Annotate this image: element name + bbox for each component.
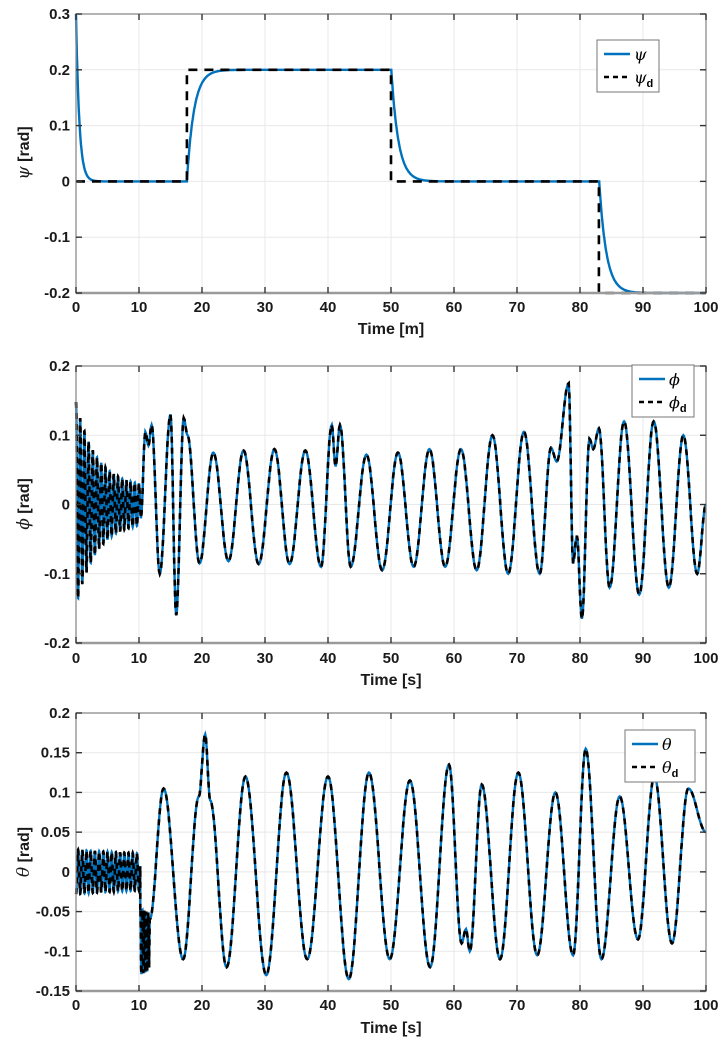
legend-label: ϕ — [669, 370, 680, 389]
x-tick-label: 100 — [693, 650, 718, 667]
y-axis-label-phi: ϕ [rad] — [14, 478, 34, 530]
y-tick-label: 0 — [62, 497, 70, 514]
x-tick-label: 50 — [383, 299, 400, 316]
psi-symbol: ψ — [14, 166, 34, 180]
x-tick-label: 30 — [257, 650, 274, 667]
y-tick-label: -0.1 — [44, 229, 70, 246]
x-tick-label: 40 — [320, 299, 337, 316]
y-tick-label: 0.2 — [49, 62, 70, 79]
y-tick-label: -0.15 — [36, 983, 70, 1000]
rad-unit: [rad] — [16, 478, 33, 519]
y-tick-label: 0.2 — [49, 358, 70, 375]
series-phi_d — [74, 380, 708, 620]
y-axis-label-theta: θ [rad] — [14, 827, 34, 877]
x-tick-label: 40 — [320, 650, 337, 667]
legend-box — [624, 729, 696, 783]
x-tick-label: 50 — [383, 650, 400, 667]
rad-unit: [rad] — [16, 126, 33, 167]
x-tick-label: 20 — [194, 997, 211, 1014]
legend-box — [631, 364, 695, 418]
x-tick-label: 60 — [446, 299, 463, 316]
series-theta_d — [74, 729, 707, 981]
legend-label: θ — [662, 735, 672, 754]
x-tick-label: 70 — [509, 650, 526, 667]
x-tick-label: 80 — [572, 299, 589, 316]
x-tick-label: 90 — [635, 299, 652, 316]
x-tick-label: 100 — [693, 299, 718, 316]
x-axis-label-theta: Time [s] — [360, 1020, 422, 1037]
phi-symbol: ϕ — [14, 518, 34, 530]
x-tick-label: 10 — [131, 650, 148, 667]
x-tick-label: 60 — [446, 997, 463, 1014]
y-tick-label: 0 — [62, 864, 70, 881]
x-tick-label: 80 — [572, 997, 589, 1014]
legend-box — [596, 39, 660, 93]
legend-label: ψ — [634, 45, 647, 64]
x-tick-label: 50 — [383, 997, 400, 1014]
x-axis-label-phi: Time [s] — [360, 672, 422, 689]
x-tick-label: 80 — [572, 650, 589, 667]
y-tick-label: 0.15 — [41, 745, 70, 762]
y-tick-label: -0.1 — [44, 566, 70, 583]
y-tick-label: 0.1 — [49, 427, 70, 444]
y-tick-label: -0.2 — [44, 635, 70, 652]
y-tick-label: 0 — [62, 173, 70, 190]
x-tick-label: 0 — [72, 997, 80, 1014]
x-tick-label: 90 — [635, 650, 652, 667]
theta-subplot: 0 10 20 30 40 50 60 70 80 90 100 -0.15 -0.1 -0.05 0 0.0… — [0, 678, 726, 1045]
x-tick-label: 70 — [509, 299, 526, 316]
x-tick-label: 100 — [693, 997, 718, 1014]
x-tick-label: 0 — [72, 299, 80, 316]
psi-subplot: 0 10 20 30 40 50 60 70 80 90 100 -0.2 -0.1 0 0.1 0.2 0.3… — [0, 0, 726, 348]
x-tick-label: 20 — [194, 650, 211, 667]
series-psi_d — [76, 68, 706, 295]
x-tick-label: 40 — [320, 997, 337, 1014]
rad-unit: [rad] — [16, 826, 33, 867]
x-tick-label: 20 — [194, 299, 211, 316]
y-tick-label: 0.05 — [41, 824, 70, 841]
x-tick-label: 10 — [131, 299, 148, 316]
y-tick-label: 0.1 — [49, 118, 70, 135]
x-axis-label-psi: Time [m] — [357, 321, 425, 338]
x-tick-label: 30 — [257, 299, 274, 316]
y-tick-label: -0.2 — [44, 285, 70, 302]
x-tick-label: 30 — [257, 997, 274, 1014]
x-tick-label: 90 — [635, 997, 652, 1014]
y-tick-label: -0.1 — [44, 943, 70, 960]
y-axis-label-psi: ψ [rad] — [14, 126, 34, 179]
y-tick-label: 0.1 — [49, 784, 70, 801]
x-tick-label: 0 — [72, 650, 80, 667]
y-tick-label: -0.05 — [36, 904, 70, 921]
y-tick-label: 0.2 — [49, 705, 70, 722]
x-tick-label: 70 — [509, 997, 526, 1014]
y-tick-label: 0.3 — [49, 6, 70, 23]
theta-symbol: θ — [14, 866, 34, 878]
x-tick-label: 10 — [131, 997, 148, 1014]
x-tick-label: 60 — [446, 650, 463, 667]
